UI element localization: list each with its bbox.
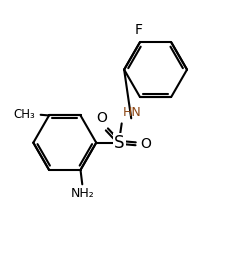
Text: S: S — [114, 134, 125, 152]
Text: HN: HN — [123, 106, 142, 120]
Text: O: O — [140, 137, 151, 151]
Text: CH₃: CH₃ — [13, 108, 35, 121]
Text: F: F — [135, 23, 143, 38]
Text: O: O — [96, 111, 107, 125]
Text: NH₂: NH₂ — [71, 187, 95, 199]
